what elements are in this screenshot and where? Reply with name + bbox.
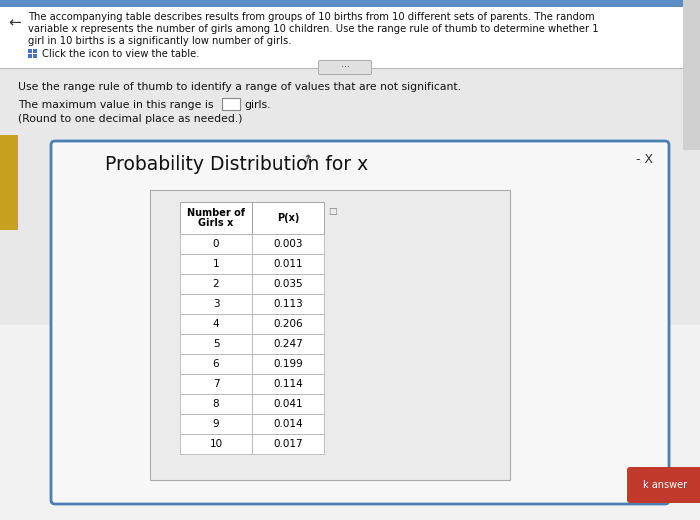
Bar	[252, 434, 324, 454]
Bar	[252, 314, 324, 334]
Bar	[180, 274, 252, 294]
Text: 0.017: 0.017	[273, 439, 303, 449]
Text: 0.011: 0.011	[273, 259, 303, 269]
Text: girls.: girls.	[244, 100, 270, 110]
Bar	[180, 254, 252, 274]
Text: 5: 5	[213, 339, 219, 349]
Text: 0.247: 0.247	[273, 339, 303, 349]
Text: 1: 1	[213, 259, 219, 269]
Text: - X: - X	[636, 153, 653, 166]
Text: Use the range rule of thumb to identify a range of values that are not significa: Use the range rule of thumb to identify …	[18, 82, 461, 92]
Bar	[222, 98, 240, 110]
Bar	[28, 54, 32, 58]
Bar	[180, 394, 252, 414]
FancyBboxPatch shape	[51, 141, 669, 504]
Bar	[252, 374, 324, 394]
Text: 0.003: 0.003	[273, 239, 302, 249]
Bar	[180, 434, 252, 454]
Text: 3: 3	[213, 299, 219, 309]
Text: 10: 10	[209, 439, 223, 449]
Bar	[180, 334, 252, 354]
Text: 0: 0	[213, 239, 219, 249]
Bar	[33, 54, 37, 58]
Bar	[180, 374, 252, 394]
Text: 7: 7	[213, 379, 219, 389]
Bar	[180, 414, 252, 434]
Bar	[252, 394, 324, 414]
Text: ↑: ↑	[300, 153, 314, 168]
Text: k answer: k answer	[643, 480, 687, 490]
Bar	[0, 7, 700, 150]
Text: Click the icon to view the table.: Click the icon to view the table.	[42, 49, 199, 59]
Text: 0.113: 0.113	[273, 299, 303, 309]
Bar	[28, 49, 32, 53]
Text: 2: 2	[213, 279, 219, 289]
Text: Number of: Number of	[187, 208, 245, 218]
Text: 4: 4	[213, 319, 219, 329]
Text: 0.014: 0.014	[273, 419, 303, 429]
Bar	[180, 294, 252, 314]
Bar	[180, 202, 252, 234]
Bar	[252, 354, 324, 374]
Text: 0.114: 0.114	[273, 379, 303, 389]
Bar	[0, 135, 18, 230]
Bar	[252, 202, 324, 234]
Text: 0.206: 0.206	[273, 319, 303, 329]
Text: 0.041: 0.041	[273, 399, 303, 409]
Text: The accompanying table describes results from groups of 10 births from 10 differ: The accompanying table describes results…	[28, 12, 594, 22]
Text: girl in 10 births is a significantly low number of girls.: girl in 10 births is a significantly low…	[28, 36, 291, 46]
Bar	[252, 254, 324, 274]
Text: ···: ···	[340, 62, 349, 72]
Bar	[180, 354, 252, 374]
Text: 0.199: 0.199	[273, 359, 303, 369]
Text: variable x represents the number of girls among 10 children. Use the range rule : variable x represents the number of girl…	[28, 24, 598, 34]
FancyBboxPatch shape	[318, 60, 372, 74]
Text: 8: 8	[213, 399, 219, 409]
Text: 6: 6	[213, 359, 219, 369]
Bar	[33, 49, 37, 53]
Bar	[150, 190, 510, 480]
Bar	[252, 274, 324, 294]
Text: □: □	[328, 207, 337, 216]
Bar	[252, 294, 324, 314]
Text: ←: ←	[8, 15, 21, 30]
Text: P(x): P(x)	[276, 213, 299, 223]
Text: (Round to one decimal place as needed.): (Round to one decimal place as needed.)	[18, 114, 242, 124]
Bar	[252, 234, 324, 254]
Bar	[0, 0, 700, 7]
Bar	[0, 68, 700, 325]
Text: 9: 9	[213, 419, 219, 429]
Bar	[252, 414, 324, 434]
Text: The maximum value in this range is: The maximum value in this range is	[18, 100, 213, 110]
Bar	[252, 334, 324, 354]
FancyBboxPatch shape	[627, 467, 700, 503]
Text: Probability Distribution for x: Probability Distribution for x	[105, 155, 368, 174]
Bar	[180, 314, 252, 334]
Text: 0.035: 0.035	[273, 279, 303, 289]
Bar	[683, 0, 700, 150]
Bar	[180, 234, 252, 254]
Text: Girls x: Girls x	[198, 218, 234, 228]
